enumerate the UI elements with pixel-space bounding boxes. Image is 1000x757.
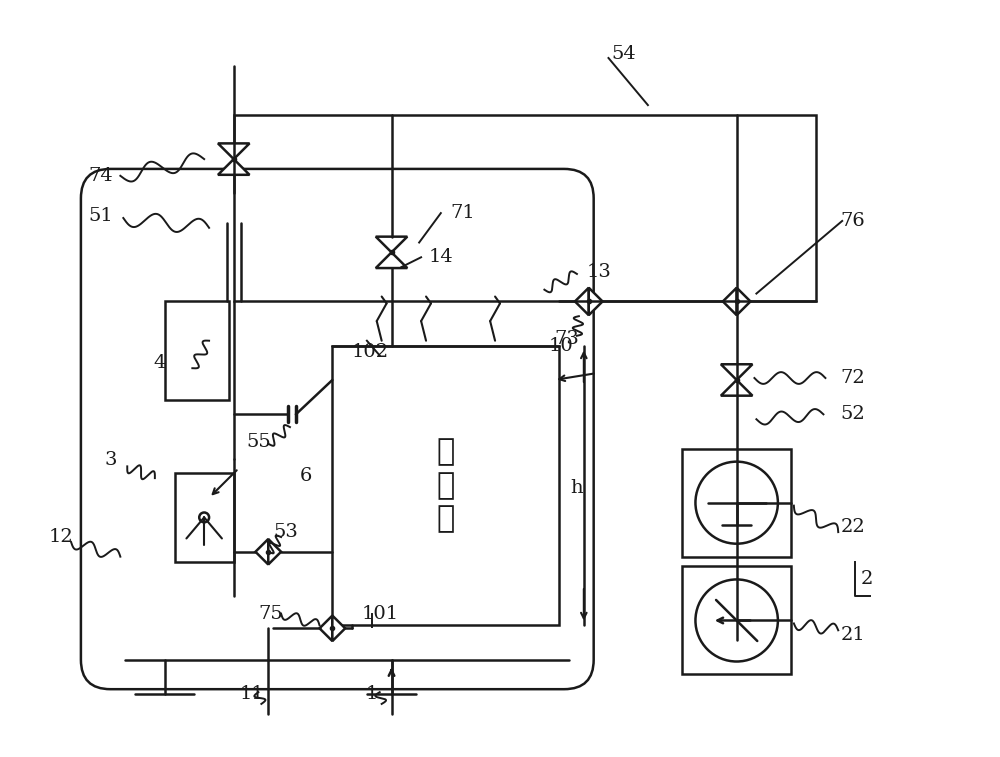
Text: 3: 3 — [104, 451, 117, 469]
Polygon shape — [218, 159, 250, 175]
Circle shape — [695, 579, 778, 662]
Text: 73: 73 — [555, 330, 579, 347]
Text: 74: 74 — [88, 167, 113, 185]
Text: 10: 10 — [549, 337, 574, 354]
Polygon shape — [376, 252, 407, 268]
FancyBboxPatch shape — [81, 169, 594, 689]
Text: 13: 13 — [586, 263, 611, 281]
Text: 76: 76 — [841, 212, 865, 230]
Polygon shape — [723, 288, 737, 315]
Polygon shape — [737, 288, 750, 315]
Text: 75: 75 — [259, 605, 284, 622]
Text: 52: 52 — [841, 405, 865, 423]
Bar — [332, 346, 559, 625]
Polygon shape — [255, 539, 268, 565]
Polygon shape — [721, 364, 752, 380]
Bar — [175, 473, 234, 562]
Text: 1: 1 — [366, 685, 378, 703]
Circle shape — [199, 512, 209, 522]
Polygon shape — [376, 237, 407, 252]
Text: 2: 2 — [861, 570, 873, 588]
Text: 4: 4 — [154, 354, 166, 372]
Text: 51: 51 — [88, 207, 113, 225]
Text: 22: 22 — [841, 519, 865, 536]
Text: 53: 53 — [274, 523, 298, 541]
Text: 101: 101 — [361, 605, 398, 622]
Bar — [682, 566, 791, 674]
Polygon shape — [268, 539, 281, 565]
Circle shape — [695, 462, 778, 544]
Polygon shape — [575, 288, 589, 315]
Text: 55: 55 — [246, 433, 271, 451]
Text: 54: 54 — [611, 45, 636, 63]
Text: 102: 102 — [351, 344, 388, 362]
Text: 72: 72 — [841, 369, 865, 387]
Text: 14: 14 — [428, 248, 453, 266]
Polygon shape — [320, 615, 332, 641]
Text: h: h — [571, 479, 583, 497]
Text: 11: 11 — [239, 685, 264, 703]
Polygon shape — [332, 615, 345, 641]
Text: 71: 71 — [450, 204, 475, 222]
Text: 6: 6 — [300, 467, 312, 485]
Polygon shape — [589, 288, 603, 315]
Bar — [682, 449, 791, 556]
Text: 21: 21 — [841, 626, 865, 644]
Bar — [165, 301, 229, 400]
Polygon shape — [218, 143, 250, 159]
Text: 12: 12 — [49, 528, 74, 546]
Bar — [234, 115, 816, 301]
Text: 电
容
器: 电 容 器 — [437, 438, 455, 534]
Polygon shape — [721, 380, 752, 396]
